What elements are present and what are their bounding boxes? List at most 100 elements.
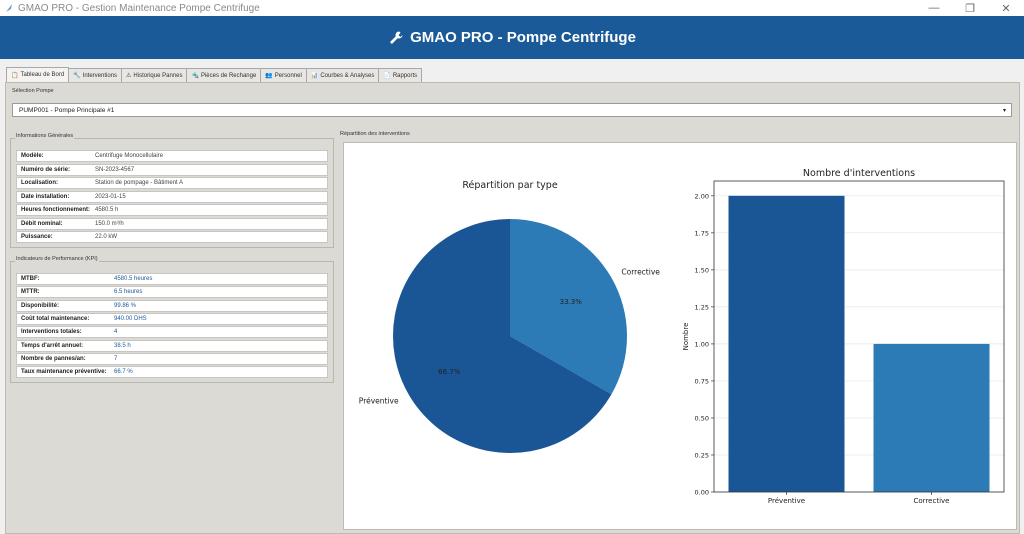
bar-ytick-label: 0.75 xyxy=(695,377,709,385)
app-title: GMAO PRO - Pompe Centrifuge xyxy=(410,29,636,46)
window-titlebar: GMAO PRO - Gestion Maintenance Pompe Cen… xyxy=(0,0,1024,16)
info-frame-title: Informations Générales xyxy=(15,133,75,139)
restore-button[interactable]: ❐ xyxy=(965,2,975,15)
kpi-value: 99.86 % xyxy=(114,302,137,309)
pie-label: Corrective xyxy=(621,268,660,277)
tab-3[interactable]: 🔩 Pièces de Rechange xyxy=(186,68,262,82)
tab-0[interactable]: 📋 Tableau de Bord xyxy=(6,67,70,82)
bar-ytick-label: 1.25 xyxy=(695,303,709,311)
info-value: 22.0 kW xyxy=(95,234,118,240)
info-key: Date installation: xyxy=(21,193,70,200)
tab-icon: ⚠ xyxy=(126,73,132,79)
tab-icon: 📄 xyxy=(383,73,391,79)
close-button[interactable]: ✕ xyxy=(1001,2,1011,15)
tab-icon: 📋 xyxy=(11,72,19,79)
bar-title: Nombre d'interventions xyxy=(803,168,915,179)
info-row: Débit nominal: 150.0 m³/h xyxy=(16,217,328,230)
pie-slice-1 xyxy=(393,219,612,453)
info-value: 4580.5 h xyxy=(95,207,119,213)
kpi-value: 4 xyxy=(114,329,118,336)
tab-label: Personnel xyxy=(274,72,302,79)
info-value: Station de pompage - Bâtiment A xyxy=(95,180,184,186)
tab-label: Interventions xyxy=(82,72,118,79)
minimize-button[interactable]: — xyxy=(928,2,940,14)
tab-label: Tableau de Bord xyxy=(20,72,65,78)
kpi-row: MTBF: 4580.5 heures xyxy=(16,273,328,285)
kpi-key: MTBF: xyxy=(21,276,40,282)
bar-ytick-label: 1.75 xyxy=(695,229,709,237)
info-row: Numéro de série: SN-2023-4567 xyxy=(16,163,328,176)
tab-icon: 👥 xyxy=(265,73,273,79)
kpi-value: 66.7 % xyxy=(114,369,133,376)
window-title: GMAO PRO - Gestion Maintenance Pompe Cen… xyxy=(18,2,260,14)
tab-4[interactable]: 👥 Personnel xyxy=(260,68,307,82)
kpi-key: Disponibilité: xyxy=(21,302,59,309)
info-key: Débit nominal: xyxy=(21,220,63,227)
tab-label: Rapports xyxy=(392,72,418,79)
kpi-row: Disponibilité: 99.86 % xyxy=(16,299,328,312)
tab-bar: 📋 Tableau de Bord 🔧 Interventions ⚠ Historiqu… xyxy=(6,67,423,82)
pie-pct-label: 66.7% xyxy=(438,368,461,376)
wrench-icon xyxy=(390,31,403,44)
bar-ytick-label: 0.00 xyxy=(695,489,709,497)
tab-icon: 🔩 xyxy=(191,73,199,79)
kpi-row: MTTR: 6.5 heures xyxy=(16,286,328,299)
info-row: Date installation: 2023-01-15 xyxy=(16,190,328,203)
info-key: Modèle: xyxy=(21,153,44,159)
info-value: 150.0 m³/h xyxy=(95,220,124,227)
bar-ytick-label: 0.50 xyxy=(695,414,709,422)
kpi-value: 7 xyxy=(114,355,118,362)
pie-title: Répartition par type xyxy=(462,180,558,191)
kpi-frame-title: Indicateurs de Performance (KPI) xyxy=(15,256,99,262)
selection-label: Sélection Pompe xyxy=(12,88,54,94)
info-row: Puissance: 22.0 kW xyxy=(16,231,328,243)
tab-2[interactable]: ⚠ Historique Pannes xyxy=(121,68,188,82)
kpi-row: Taux maintenance préventive: 66.7 % xyxy=(16,366,328,379)
pie-pct-label: 33.3% xyxy=(560,298,583,306)
info-key: Localisation: xyxy=(21,180,59,186)
header-banner: GMAO PRO - Pompe Centrifuge xyxy=(0,16,1024,59)
kpi-value: 940.00 DHS xyxy=(114,315,147,322)
kpi-row: Interventions totales: 4 xyxy=(16,326,328,339)
info-row: Heures fonctionnement: 4580.5 h xyxy=(16,204,328,216)
kpi-value: 38.5 h xyxy=(114,342,131,349)
kpi-key: MTTR: xyxy=(21,289,40,296)
info-value: Centrifuge Monocellulaire xyxy=(95,153,164,159)
charts-frame-title: Répartition des interventions xyxy=(340,131,410,137)
tab-icon: 🔧 xyxy=(73,73,81,79)
info-row: Modèle: Centrifuge Monocellulaire xyxy=(16,150,328,162)
pie-slice-0 xyxy=(510,219,627,395)
info-value: 2023-01-15 xyxy=(95,193,126,200)
kpi-value: 4580.5 heures xyxy=(114,276,153,282)
kpi-value: 6.5 heures xyxy=(114,289,143,296)
bar-1 xyxy=(873,343,990,492)
tab-5[interactable]: 📊 Courbes & Analyses xyxy=(305,68,380,82)
bar-axes-frame xyxy=(713,180,1005,493)
tab-label: Courbes & Analyses xyxy=(320,72,375,79)
info-key: Puissance: xyxy=(21,234,53,240)
bar-ytick-label: 0.25 xyxy=(695,451,709,459)
kpi-key: Temps d'arrêt annuel: xyxy=(21,342,83,349)
tab-6[interactable]: 📄 Rapports xyxy=(378,68,423,82)
bar-ylabel: Nombre xyxy=(682,323,690,351)
chevron-down-icon[interactable]: ▾ xyxy=(1002,108,1006,114)
feather-icon xyxy=(6,4,12,12)
tab-1[interactable]: 🔧 Interventions xyxy=(68,68,123,82)
charts-svg: Répartition par type 33.3% Corrective 66.7%… xyxy=(359,168,1005,505)
tab-label: Pièces de Rechange xyxy=(200,72,257,79)
kpi-key: Interventions totales: xyxy=(21,329,82,336)
info-key: Numéro de série: xyxy=(21,166,71,173)
bar-ytick-label: 2.00 xyxy=(695,192,709,200)
bar-ytick-label: 1.50 xyxy=(695,266,709,274)
kpi-key: Nombre de pannes/an: xyxy=(21,355,86,362)
kpi-row: Temps d'arrêt annuel: 38.5 h xyxy=(16,339,328,352)
info-key: Heures fonctionnement: xyxy=(21,207,91,213)
pump-select[interactable]: PUMP001 - Pompe Principale #1 ▾ xyxy=(12,103,1012,117)
bar-0 xyxy=(728,195,845,493)
info-value: SN-2023-4567 xyxy=(95,166,135,173)
tab-icon: 📊 xyxy=(310,73,319,79)
bar-ytick-label: 1.00 xyxy=(695,340,709,348)
kpi-row: Nombre de pannes/an: 7 xyxy=(16,352,328,365)
info-row: Localisation: Station de pompage - Bâtime… xyxy=(16,177,328,189)
charts-canvas: Répartition par type 33.3% Corrective 66.7%… xyxy=(343,142,1017,530)
